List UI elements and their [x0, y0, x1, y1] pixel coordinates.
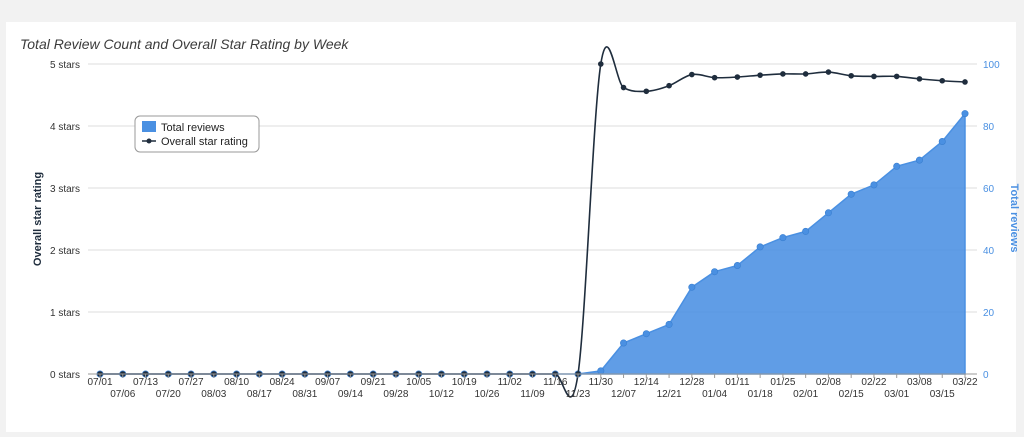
y-axis-left: 0 stars 1 stars 2 stars 3 stars 4 stars 5 sta… [50, 60, 80, 381]
x-tick-label: 12/14 [634, 377, 659, 388]
rating-point[interactable] [962, 79, 968, 85]
rating-point[interactable] [734, 74, 741, 80]
reviews-point[interactable] [688, 283, 696, 291]
x-tick-label: 11/02 [498, 377, 523, 388]
reviews-point[interactable] [620, 339, 628, 347]
reviews-area [100, 111, 966, 375]
legend-reviews-label: Total reviews [161, 122, 225, 134]
rating-point[interactable] [711, 74, 718, 81]
legend-rating-label: Overall star rating [161, 136, 248, 148]
y-left-tick-label: 2 stars [50, 246, 80, 257]
x-tick-label: 12/21 [657, 389, 682, 400]
y-right-tick-label: 100 [983, 60, 1000, 71]
x-tick-label: 07/27 [179, 377, 204, 388]
rating-point[interactable] [620, 84, 627, 91]
rating-point[interactable] [848, 72, 854, 79]
x-tick-label: 03/08 [907, 377, 932, 388]
y-right-tick-label: 0 [983, 370, 989, 381]
y-left-tick-label: 0 stars [50, 370, 80, 381]
reviews-point[interactable] [711, 268, 719, 276]
x-tick-label: 10/26 [474, 389, 499, 400]
x-tick-label: 08/03 [201, 389, 226, 400]
rating-point[interactable] [689, 71, 695, 78]
x-tick-label: 10/19 [452, 377, 477, 388]
x-tick-label: 07/01 [87, 377, 112, 388]
reviews-point[interactable] [961, 110, 969, 118]
reviews-point[interactable] [938, 138, 946, 146]
y-axis-left-title: Overall star rating [32, 172, 44, 266]
x-tick-label: 11/16 [543, 377, 568, 388]
x-tick-label: 12/28 [679, 377, 704, 388]
x-tick-label: 01/18 [748, 389, 773, 400]
rating-point[interactable] [802, 71, 809, 77]
x-tick-label: 11/30 [589, 377, 614, 388]
reviews-point[interactable] [642, 330, 650, 338]
reviews-point[interactable] [597, 367, 605, 375]
y-left-tick-label: 3 stars [50, 184, 80, 195]
x-tick-label: 02/08 [816, 377, 841, 388]
x-tick-label: 08/10 [224, 377, 249, 388]
reviews-point[interactable] [893, 162, 901, 170]
reviews-point[interactable] [847, 190, 855, 198]
rating-point[interactable] [643, 88, 650, 95]
rating-point[interactable] [916, 76, 923, 82]
legend[interactable]: Total reviews Overall star rating [134, 115, 260, 153]
y-left-tick-label: 5 stars [50, 60, 80, 71]
y-right-tick-label: 40 [983, 246, 995, 257]
reviews-point[interactable] [779, 234, 787, 242]
x-tick-label: 02/15 [839, 389, 864, 400]
x-tick-label: 03/22 [952, 377, 977, 388]
x-tick-label: 02/01 [793, 389, 818, 400]
y-left-tick-label: 1 stars [50, 308, 80, 319]
reviews-point[interactable] [733, 261, 741, 269]
reviews-point[interactable] [915, 156, 923, 164]
x-tick-label: 08/24 [270, 377, 295, 388]
x-tick-label: 12/07 [611, 389, 636, 400]
y-left-tick-label: 4 stars [50, 122, 80, 133]
x-tick-label: 02/22 [861, 377, 886, 388]
y-right-tick-label: 80 [983, 122, 995, 133]
x-tick-label: 11/23 [566, 389, 591, 400]
legend-reviews-swatch [142, 121, 156, 132]
legend-box [134, 115, 260, 153]
y-right-tick-label: 20 [983, 308, 995, 319]
legend-rating-marker [146, 138, 152, 144]
x-tick-label: 09/07 [315, 377, 340, 388]
reviews-point[interactable] [824, 209, 832, 217]
x-tick-label: 10/12 [429, 389, 454, 400]
x-tick-label: 03/01 [884, 389, 909, 400]
rating-point[interactable] [825, 69, 832, 75]
rating-point[interactable] [893, 73, 900, 80]
x-tick-label: 09/14 [338, 389, 363, 400]
rating-point[interactable] [871, 73, 877, 80]
reviews-point[interactable] [870, 181, 878, 189]
x-tick-label: 01/25 [770, 377, 795, 388]
x-tick-label: 10/05 [406, 377, 431, 388]
x-tick-label: 07/13 [133, 377, 158, 388]
reviews-point[interactable] [665, 320, 673, 328]
x-tick-label: 07/20 [156, 389, 181, 400]
rating-point[interactable] [757, 72, 763, 78]
x-tick-label: 09/21 [361, 377, 386, 388]
x-tick-label: 07/06 [110, 389, 135, 400]
x-tick-label: 08/17 [247, 389, 272, 400]
x-tick-label: 11/09 [520, 389, 545, 400]
rating-point[interactable] [666, 82, 672, 89]
rating-point[interactable] [780, 71, 786, 77]
rating-point[interactable] [939, 77, 946, 84]
y-axis-right: 0 20 40 60 80 100 [983, 60, 1000, 381]
reviews-point[interactable] [802, 227, 810, 235]
x-tick-label: 09/28 [383, 389, 408, 400]
x-tick-label: 01/11 [725, 377, 750, 388]
chart-title: Total Review Count and Overall Star Rati… [20, 36, 349, 52]
y-axis-right-title: Total reviews [1008, 184, 1020, 253]
y-right-tick-label: 60 [983, 184, 995, 195]
reviews-point[interactable] [756, 243, 764, 251]
rating-point[interactable] [597, 61, 604, 67]
x-axis: 07/0107/0607/1307/2007/2708/0308/1008/17… [87, 373, 978, 400]
x-tick-label: 08/31 [292, 389, 317, 400]
x-tick-label: 01/04 [702, 389, 727, 400]
x-tick-label: 03/15 [930, 389, 955, 400]
